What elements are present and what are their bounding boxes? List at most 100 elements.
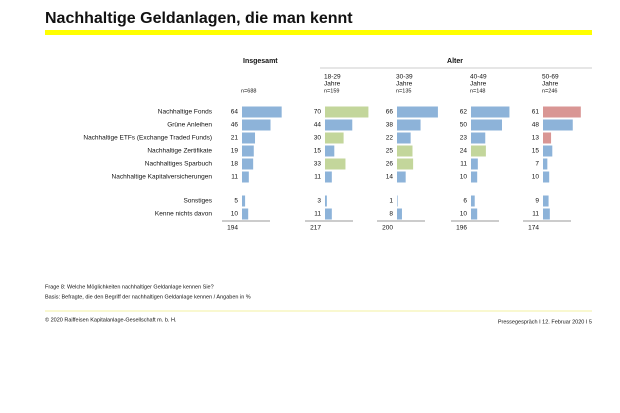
value-label: 38 [386,122,394,129]
bar [242,171,249,183]
column-unit: Jahre [470,81,487,88]
column-n: n=159 [324,88,339,94]
value-label: 22 [386,135,394,142]
value-label: 62 [460,109,468,116]
row-label: Grüne Anleihen [167,122,212,129]
value-label: 25 [386,148,394,155]
column-n: n=148 [470,88,485,94]
bar [325,119,353,131]
bar [543,106,581,118]
value-label: 13 [532,135,540,142]
value-label: 5 [234,198,238,205]
bar [543,132,552,144]
bar [325,195,327,207]
column-n: n=135 [396,88,411,94]
total-label: 200 [382,225,393,232]
bar [471,158,478,170]
bar [242,106,282,118]
value-label: 14 [386,174,394,181]
bar [397,145,413,157]
value-label: 1 [389,198,393,205]
value-label: 64 [231,109,239,116]
bar [471,171,478,183]
value-label: 19 [231,148,239,155]
value-label: 50 [460,122,468,129]
column-unit: Jahre [396,81,413,88]
footnote: Basis: Befragte, die den Begriff der nac… [45,294,251,300]
bar [397,208,402,220]
value-label: 11 [532,211,539,218]
bar [543,145,553,157]
bar [543,208,550,220]
row-label: Sonstiges [183,198,212,205]
value-label: 15 [314,148,322,155]
bar [242,158,254,170]
bar [471,106,510,118]
value-label: 66 [386,109,394,116]
bar [242,145,254,157]
column-n: n=246 [542,88,557,94]
row-label: Kenne nichts davon [155,211,212,218]
group-label: Insgesamt [243,58,278,65]
value-label: 10 [460,174,468,181]
column-label: 50-69 [542,74,559,81]
bar [397,119,421,131]
value-label: 15 [532,148,540,155]
value-label: 18 [231,161,239,168]
bar [397,106,438,118]
value-label: 48 [532,122,540,129]
bar [397,195,398,207]
total-label: 174 [528,225,539,232]
bar [471,132,486,144]
bar [543,119,573,131]
value-label: 11 [231,174,238,181]
bar [471,195,475,207]
copyright: © 2020 Raiffeisen Kapitalanlage-Gesellsc… [45,316,177,323]
bar [397,171,406,183]
value-label: 3 [317,198,321,205]
value-label: 7 [535,161,539,168]
bar [543,158,548,170]
value-label: 6 [463,198,467,205]
bar [325,171,332,183]
value-label: 8 [389,211,393,218]
row-label: Nachhaltige Zertifikate [147,148,212,155]
row-label: Nachhaltige ETFs (Exchange Traded Funds) [83,135,212,142]
bar [471,119,502,131]
row-label: Nachhaltige Kapitalversicherungen [112,174,213,181]
value-label: 9 [535,198,539,205]
value-label: 10 [460,211,468,218]
row-label: Nachhaltiges Sparbuch [145,161,213,168]
value-label: 11 [314,174,321,181]
title: Nachhaltige Geldanlagen, die man kennt [45,10,353,27]
column-label: 18-29 [324,74,341,81]
bar [471,208,478,220]
value-label: 70 [314,109,322,116]
column-label: 40-49 [470,74,487,81]
value-label: 26 [386,161,394,168]
bar [543,195,549,207]
bar [242,195,246,207]
bar [325,158,346,170]
value-label: 30 [314,135,322,142]
bar [242,208,249,220]
bar [471,145,486,157]
total-label: 194 [227,225,238,232]
value-label: 11 [460,161,467,168]
value-label: 10 [231,211,239,218]
bar [543,171,550,183]
column-unit: Jahre [542,81,559,88]
row-label: Nachhaltige Fonds [158,109,213,116]
value-label: 46 [231,122,239,129]
column-n: n=688 [241,88,256,94]
value-label: 24 [460,148,468,155]
footer-event: Pressegespräch I 12. Februar 2020 I 5 [498,319,592,325]
group-label: Alter [447,58,463,65]
footnote: Frage 8: Welche Möglichkeiten nachhaltig… [45,284,214,290]
value-label: 21 [231,135,239,142]
value-label: 11 [314,211,321,218]
bar [325,145,335,157]
bar [397,132,411,144]
bar [325,106,369,118]
